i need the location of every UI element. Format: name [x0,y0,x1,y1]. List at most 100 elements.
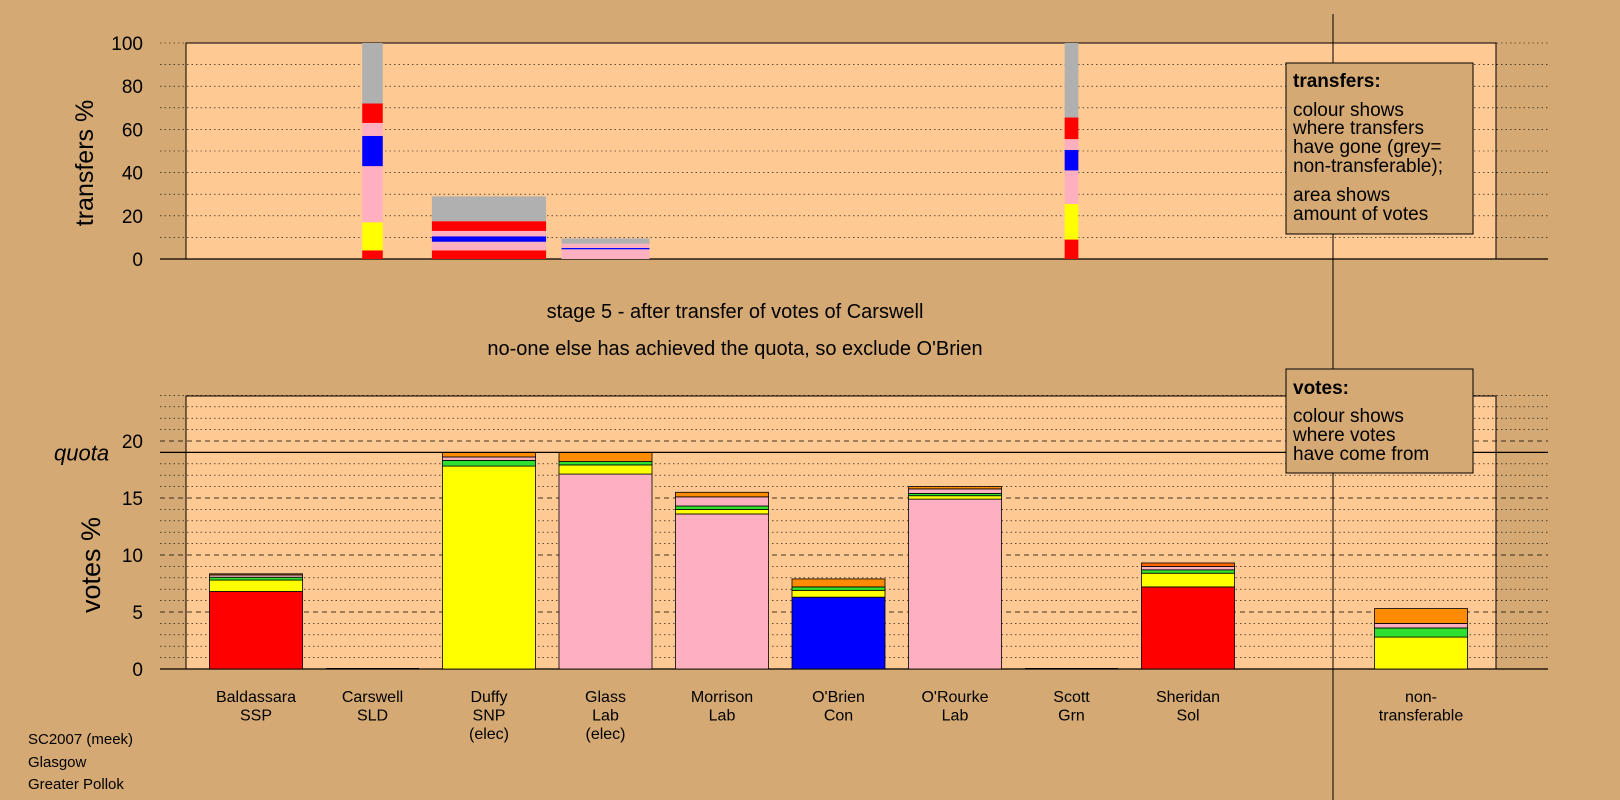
footer-ward: Greater Pollok [28,776,124,793]
vote-segment [791,578,886,588]
candidate-label: Glass [585,689,626,706]
vote-segment [675,513,769,670]
vote-segment [1374,636,1468,670]
vote-segment [558,464,653,475]
transfers-legend-line: have gone (grey= [1293,137,1441,158]
votes-y-tick-label: 5 [132,603,143,624]
footer-council: Glasgow [28,754,87,771]
transfers-legend: transfers: colour shows where transfers … [1285,62,1474,235]
transfers-y-ticks: 0 20 40 60 80 100 [111,34,143,271]
votes-y-ticks: 0 5 10 15 20 [122,432,143,681]
votes-legend-box [1285,368,1474,474]
vote-segment [558,461,653,466]
votes-legend-line: where votes [1292,425,1395,446]
transfers-legend-line: area shows [1293,185,1390,206]
transfers-y-tick-label: 40 [122,164,143,185]
transfers-bars [362,43,1079,259]
candidate-label: O'Brien [812,689,865,706]
transfer-segment [362,103,383,123]
transfer-segment [1064,170,1079,204]
vote-segment [908,498,1002,670]
transfer-segment [431,221,547,231]
transfer-segment [1064,149,1079,171]
candidate-label: Carswell [342,689,403,706]
votes-legend-title: votes: [1293,378,1349,399]
candidate-label: Scott [1053,689,1090,706]
candidate-label: Lab [709,708,736,725]
vote-segment [1141,586,1235,670]
transfers-y-tick-label: 20 [122,207,143,228]
votes-y-tick-label: 20 [122,432,143,453]
transfers-y-tick-label: 60 [122,120,143,141]
candidate-label: Morrison [691,689,753,706]
vote-segment [791,586,886,591]
transfers-chart: 0 20 40 60 80 100 transfers % [71,34,1548,271]
transfers-y-tick-label: 0 [132,250,143,271]
candidate-label: SSP [240,708,272,725]
vote-segment [675,505,769,510]
transfer-segment [561,247,650,250]
votes-y-tick-label: 0 [132,660,143,681]
vote-segment [1374,608,1468,624]
vote-segment [791,596,886,670]
candidate-label: (elec) [469,726,509,743]
candidate-label: (elec) [585,726,625,743]
transfer-segment [431,241,547,251]
vote-segment [442,465,536,670]
vote-segment [209,573,303,576]
vote-segment [1141,566,1235,571]
candidate-label: Baldassara [216,689,296,706]
vote-segment [442,459,536,467]
transfer-segment [362,250,383,259]
transfers-y-axis-label: transfers % [71,100,99,226]
vote-segment [558,473,653,670]
vote-segment [558,451,653,462]
vote-segment [442,451,536,458]
quota-label: quota [54,440,109,465]
transfer-segment [362,122,383,136]
vote-segment [1374,623,1468,629]
transfer-segment [1064,117,1079,140]
candidate-label: Sol [1176,708,1199,725]
transfer-segment [1064,43,1079,118]
votes-legend: votes: colour shows where votes have com… [1285,368,1474,474]
votes-legend-line: have come from [1293,444,1429,465]
transfers-y-tick-label: 100 [111,34,143,55]
votes-y-tick-label: 15 [122,489,143,510]
candidate-label: SNP [473,708,506,725]
candidate-label: Con [824,708,853,725]
vote-segment [675,496,769,507]
transfer-segment [561,238,650,244]
candidate-label: Sheridan [1156,689,1220,706]
transfer-segment [431,236,547,242]
vote-segment [1374,627,1468,638]
vote-segment [209,579,303,592]
transfer-segment [1064,203,1079,240]
transfer-segment [561,243,650,248]
votes-y-axis-label: votes % [76,517,106,613]
transfers-legend-line: colour shows [1293,100,1404,121]
vote-segment [1141,572,1235,588]
stage-title: stage 5 - after transfer of votes of Car… [547,301,924,323]
vote-segment [442,456,536,461]
transfers-legend-line: amount of votes [1293,204,1428,225]
transfers-legend-box [1285,62,1474,235]
vote-segment [908,488,1002,494]
footer-election: SC2007 (meek) [28,731,133,748]
transfer-segment [431,196,547,222]
candidate-label: Lab [592,708,619,725]
transfer-segment [1064,239,1079,259]
votes-legend-line: colour shows [1293,406,1404,427]
votes-y-tick-label: 10 [122,546,143,567]
stage-subtitle: no-one else has achieved the quota, so e… [487,338,982,360]
vote-segment [1141,569,1235,574]
votes-x-labels: BaldassaraSSPCarswellSLDDuffySNP(elec)Gl… [216,689,1463,743]
candidate-label: Grn [1058,708,1085,725]
transfer-segment [362,43,383,104]
transfers-legend-title: transfers: [1293,71,1381,92]
vote-segment [908,495,1002,500]
transfer-segment [362,222,383,251]
vote-segment [675,508,769,515]
candidate-label: Duffy [470,689,507,706]
